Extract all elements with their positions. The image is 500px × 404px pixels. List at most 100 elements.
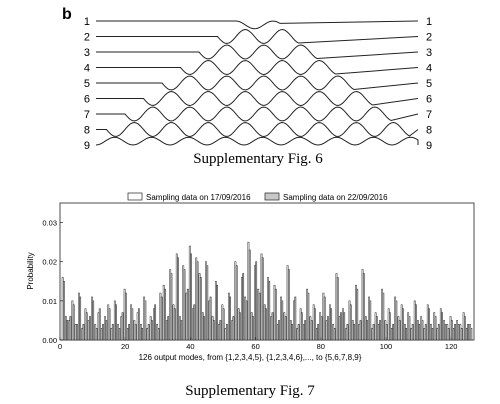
bar-series2-mode-56 [242,273,245,341]
bar-series2-mode-86 [340,312,342,341]
bar-series2-mode-83 [330,308,333,341]
bar-series2-mode-45 [206,265,209,341]
legend-label-22-09: Sampling data on 22/09/2016 [283,193,388,202]
bar-series2-mode-102 [392,324,394,341]
bar-series2-mode-88 [346,324,349,341]
bar-series2-mode-126 [470,328,473,341]
legend-label-17-09: Sampling data on 17/09/2016 [146,193,251,202]
bar-series2-mode-60 [255,261,258,341]
panel-label: b [62,6,72,23]
bar-series2-mode-44 [203,316,205,341]
y-axis: 0.00 0.01 0.02 0.03 [42,219,63,345]
bar-series2-mode-99 [382,292,385,341]
bar-series2-mode-13 [102,324,104,341]
bar-series2-mode-57 [245,300,248,341]
bar-series2-mode-77 [310,320,313,341]
x-axis-label: 126 output modes, from {1,2,3,4,5}, {1,2… [139,353,362,362]
mode-label-left-7: 7 [84,109,90,121]
bar-series2-mode-9 [89,316,91,341]
bar-series2-mode-61 [258,292,261,341]
bar-series2-mode-10 [92,300,95,341]
bar-series2-mode-46 [209,296,212,341]
bar-series2-mode-80 [320,316,323,341]
bar-series2-mode-1 [63,281,65,341]
bar-series2-mode-55 [239,312,241,341]
bar-series2-mode-53 [232,316,235,341]
waveguide-mode-5 [96,75,419,91]
x-tick-label: 100 [380,342,393,351]
bar-series2-mode-2 [66,320,69,341]
bar-series2-mode-41 [193,304,196,341]
bar-series2-mode-122 [457,324,460,341]
bar-series2-mode-18 [118,328,121,341]
bar-series2-mode-42 [196,261,199,341]
mode-label-left-2: 2 [84,32,90,44]
bar-series2-mode-111 [421,320,424,341]
bar-series2-mode-38 [183,269,186,341]
bar-series2-mode-48 [216,284,218,341]
bar-series2-mode-94 [366,320,368,341]
bar-series2-mode-118 [444,324,447,341]
fig6-caption: Supplementary Fig. 6 [193,151,323,167]
bar-series2-mode-108 [411,324,414,341]
bar-series2-mode-124 [463,316,466,341]
bar-series2-mode-35 [173,308,176,341]
bar-series2-mode-19 [121,312,124,341]
bar-series2-mode-43 [199,277,202,341]
bar-series2-mode-12 [98,308,101,341]
waveguide-mode-8 [96,121,419,138]
bar-series2-mode-73 [297,324,300,341]
waveguide-mode-3 [96,44,419,60]
bar-series2-mode-40 [190,253,192,341]
bar-series2-mode-66 [274,288,277,341]
bar-series2-mode-82 [327,316,329,341]
bar-series2-mode-119 [447,328,450,341]
bar-series2-mode-107 [408,316,411,341]
x-tick-label: 60 [251,342,259,351]
bar-series2-mode-98 [379,320,381,341]
mode-label-right-2: 2 [426,32,432,44]
bar-series2-mode-3 [69,316,72,341]
x-tick-label: 20 [121,342,129,351]
bar-series2-mode-72 [294,296,297,341]
bar-series2-mode-123 [460,328,463,341]
mode-label-right-3: 3 [426,47,432,59]
mode-label-left-1: 1 [84,16,90,28]
bar-series2-mode-17 [115,304,117,341]
mode-label-right-9: 9 [426,140,432,152]
bar-series2-mode-29 [154,304,157,341]
bar-series2-mode-93 [362,273,365,341]
interferometer-network [95,20,419,146]
bar-series2-mode-103 [395,300,398,341]
mode-label-right-7: 7 [426,109,432,121]
bar-series2-mode-31 [160,296,163,341]
bar-series2-mode-33 [167,316,170,341]
bar-series2-mode-49 [219,320,222,341]
bar-series2-mode-58 [248,249,251,341]
bar-series2-mode-101 [388,312,391,341]
mode-labels-right: 1 2 3 4 5 6 7 8 9 [426,16,432,152]
bar-series2-mode-95 [369,300,372,341]
waveguide-mode-6 [96,90,419,107]
bar-series2-mode-81 [323,296,326,341]
bar-series2-mode-75 [304,320,306,341]
bar-series2-mode-125 [467,324,469,341]
bar-series2-mode-64 [268,281,271,341]
bar-series2-mode-110 [418,324,421,341]
bar-series2-mode-112 [424,324,427,341]
mode-label-right-5: 5 [426,78,432,90]
bar-series2-mode-97 [375,316,378,341]
mode-label-right-1: 1 [426,16,432,28]
bar-series2-mode-89 [349,304,352,341]
y-tick-label: 0.01 [42,297,57,306]
bar-series2-mode-106 [405,328,408,341]
bar-series2-mode-6 [79,296,82,341]
x-tick-label: 80 [317,342,325,351]
bar-series2-mode-120 [450,320,453,341]
mode-label-left-6: 6 [84,94,90,106]
bar-series2-mode-116 [437,324,440,341]
bar-series2-mode-100 [385,324,388,341]
mode-label-left-3: 3 [84,47,90,59]
bar-series2-mode-51 [226,324,228,341]
bar-series2-mode-104 [398,320,401,341]
